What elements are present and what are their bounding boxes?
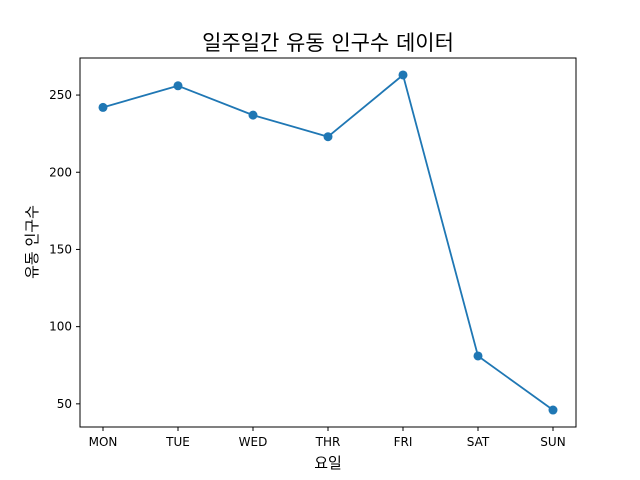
x-tick-label: FRI [394,435,413,449]
x-tick-label: SAT [467,435,490,449]
data-point [398,70,408,80]
x-tick-label: SUN [540,435,565,449]
y-tick-label: 150 [49,242,72,256]
data-series [98,70,558,415]
data-point [473,351,483,361]
y-tick-label: 100 [49,320,72,334]
chart-title: 일주일간 유동 인구수 데이터 [202,31,454,55]
y-tick-label: 200 [49,165,72,179]
data-point [248,110,258,120]
x-axis: MON TUE WED THR FRI SAT SUN [89,427,566,449]
x-axis-title: 요일 [314,454,342,472]
data-point [323,132,333,142]
x-tick-label: THR [315,435,341,449]
x-tick-label: MON [89,435,118,449]
y-axis: 50 100 150 200 250 [49,88,80,411]
x-tick-label: WED [239,435,268,449]
y-tick-label: 50 [57,397,72,411]
data-point [98,102,108,112]
y-axis-title: 유동 인구수 [23,205,41,279]
data-point [173,81,183,91]
data-point [548,405,558,415]
y-tick-label: 250 [49,88,72,102]
x-tick-label: TUE [165,435,190,449]
